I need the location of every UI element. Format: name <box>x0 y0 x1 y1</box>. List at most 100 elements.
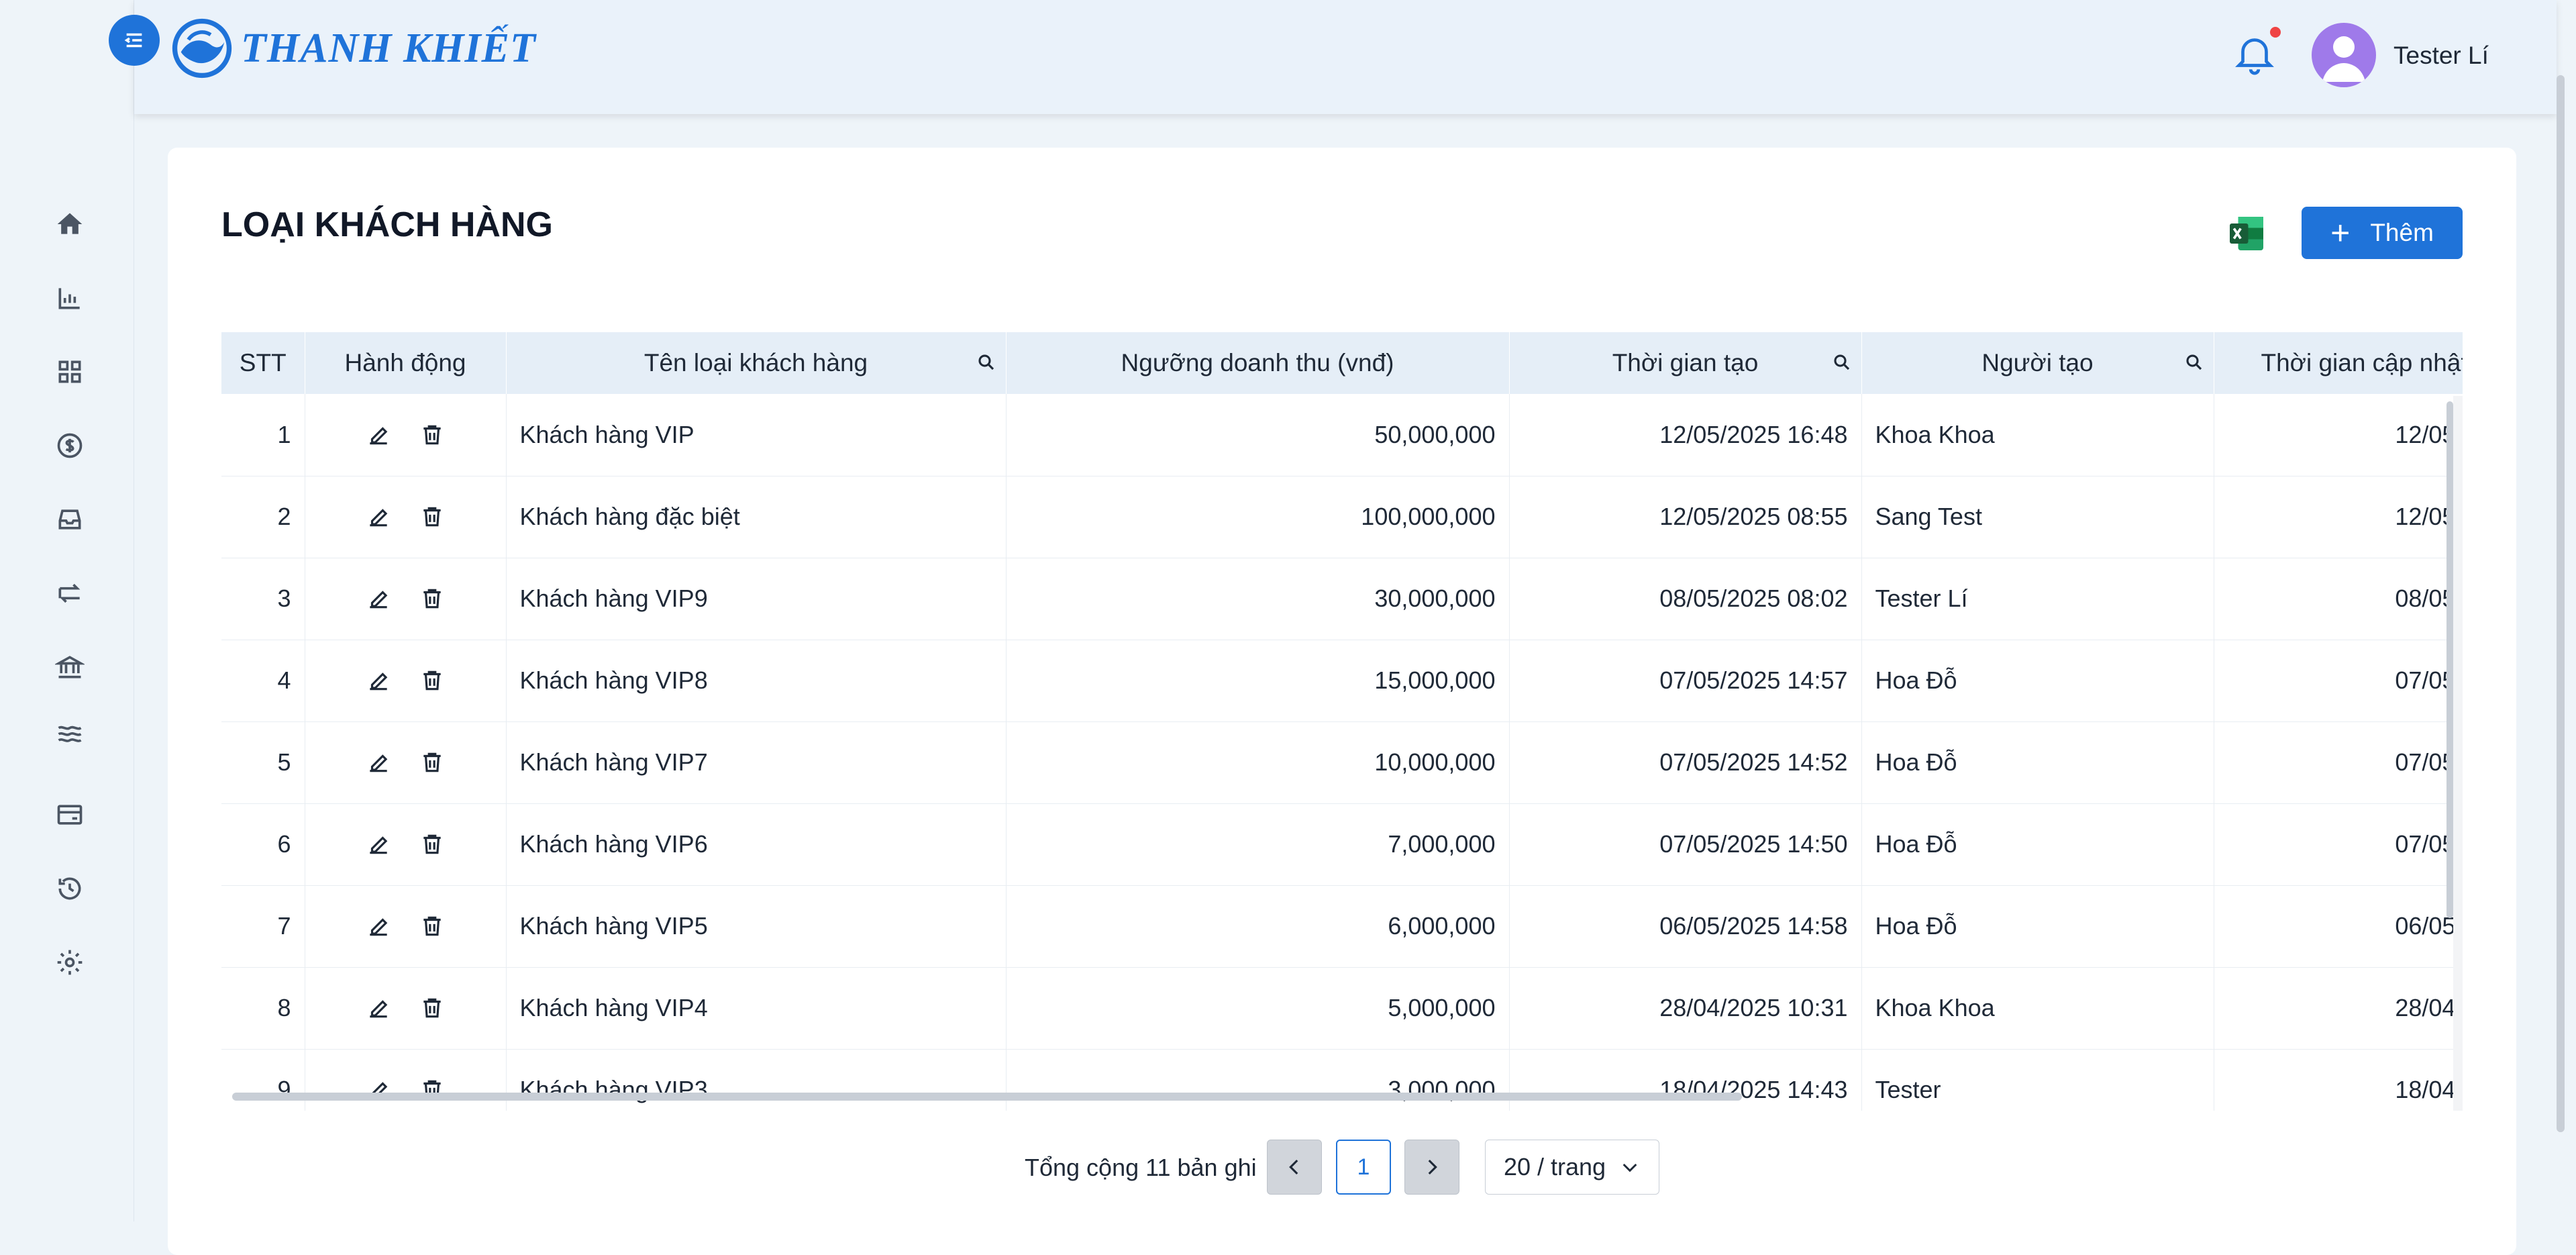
cell-creator: Hoa Đỗ <box>1861 640 2214 722</box>
cell-created-at: 08/05/2025 08:02 <box>1509 558 1862 640</box>
bank-icon[interactable] <box>51 648 89 686</box>
cell-threshold: 7,000,000 <box>1006 803 1510 886</box>
edit-icon[interactable] <box>366 504 391 530</box>
page-size-select[interactable]: 20 / trang <box>1485 1140 1659 1195</box>
cell-created-at: 07/05/2025 14:50 <box>1509 803 1862 886</box>
cell-creator: Sang Test <box>1861 476 2214 558</box>
page-size-label: 20 / trang <box>1503 1153 1606 1181</box>
history-icon[interactable] <box>51 870 89 907</box>
cell-threshold: 3,000,000 <box>1006 1049 1510 1111</box>
edit-icon[interactable] <box>366 913 391 939</box>
cell-stt: 9 <box>221 1049 305 1111</box>
avatar[interactable] <box>2312 23 2376 87</box>
edit-icon[interactable] <box>366 586 391 611</box>
add-button[interactable]: + Thêm <box>2302 207 2463 259</box>
cell-creator: Hoa Đỗ <box>1861 803 2214 886</box>
trash-icon[interactable] <box>419 832 445 857</box>
table-vertical-scrollbar[interactable] <box>2446 401 2453 918</box>
edit-icon[interactable] <box>366 422 391 448</box>
table-row[interactable]: 4 Khách hàng VIP8 15,000,000 07/05/2025 14:… <box>221 640 2463 722</box>
table-horizontal-scrollbar[interactable] <box>232 1093 1742 1101</box>
page-number-button[interactable]: 1 <box>1336 1140 1391 1195</box>
chevron-left-icon <box>1289 1159 1298 1175</box>
cell-threshold: 30,000,000 <box>1006 558 1510 640</box>
cell-actions <box>305 721 507 804</box>
table-row[interactable]: 6 Khách hàng VIP6 7,000,000 07/05/2025 14:5… <box>221 803 2463 886</box>
cell-actions <box>305 803 507 886</box>
edit-icon[interactable] <box>366 995 391 1021</box>
cell-creator: Hoa Đỗ <box>1861 721 2214 804</box>
card-icon[interactable] <box>51 796 89 834</box>
trash-icon[interactable] <box>419 913 445 939</box>
table-row[interactable]: 2 Khách hàng đặc biệt 100,000,000 12/05/202… <box>221 476 2463 558</box>
cell-updated-at: 08/05/2025 <box>2214 558 2463 640</box>
column-header-created-at: Thời gian tạo <box>1509 332 1862 394</box>
column-header-name: Tên loại khách hàng <box>506 332 1007 394</box>
cell-name: Khách hàng VIP9 <box>506 558 1007 640</box>
transfer-icon[interactable] <box>51 574 89 612</box>
prev-page-button[interactable] <box>1267 1140 1322 1195</box>
cell-actions <box>305 640 507 722</box>
table-header-row: STT Hành động Tên loại khách hàng Ngưỡng… <box>221 332 2463 394</box>
cell-threshold: 5,000,000 <box>1006 967 1510 1050</box>
excel-export-icon[interactable] <box>2226 213 2267 254</box>
edit-icon[interactable] <box>366 668 391 693</box>
brand-logo[interactable]: THANH KHIẾT <box>171 17 536 79</box>
waves-icon[interactable] <box>51 714 89 752</box>
notification-bell-icon[interactable] <box>2231 30 2278 77</box>
cell-stt: 3 <box>221 558 305 640</box>
trash-icon[interactable] <box>419 750 445 775</box>
search-icon[interactable] <box>2184 352 2204 372</box>
trash-icon[interactable] <box>419 422 445 448</box>
column-header-actions: Hành động <box>305 332 507 394</box>
cell-stt: 6 <box>221 803 305 886</box>
cell-updated-at: 12/05/2025 <box>2214 394 2463 476</box>
table-row[interactable]: 7 Khách hàng VIP5 6,000,000 06/05/2025 14:5… <box>221 885 2463 968</box>
cell-creator: Tester <box>1861 1049 2214 1111</box>
username[interactable]: Tester Lí <box>2393 42 2489 69</box>
inbox-icon[interactable] <box>51 501 89 538</box>
cell-actions <box>305 885 507 968</box>
column-header-stt: STT <box>221 332 305 394</box>
trash-icon[interactable] <box>419 586 445 611</box>
cell-stt: 5 <box>221 721 305 804</box>
table-row[interactable]: 8 Khách hàng VIP4 5,000,000 28/04/2025 10:3… <box>221 967 2463 1050</box>
trash-icon[interactable] <box>419 504 445 530</box>
table-row[interactable]: 1 Khách hàng VIP 50,000,000 12/05/2025 16:4… <box>221 394 2463 476</box>
settings-icon[interactable] <box>51 944 89 981</box>
cell-updated-at: 07/05/2025 <box>2214 721 2463 804</box>
home-icon[interactable] <box>51 205 89 243</box>
dollar-icon[interactable] <box>51 427 89 464</box>
page-scrollbar[interactable] <box>2557 75 2565 1132</box>
cell-stt: 2 <box>221 476 305 558</box>
cell-stt: 7 <box>221 885 305 968</box>
cell-updated-at: 28/04/2025 <box>2214 967 2463 1050</box>
next-page-button[interactable] <box>1404 1140 1459 1195</box>
cell-actions <box>305 394 507 476</box>
table-row[interactable]: 3 Khách hàng VIP9 30,000,000 08/05/2025 08:… <box>221 558 2463 640</box>
cell-updated-at: 12/05/2025 <box>2214 476 2463 558</box>
edit-icon[interactable] <box>366 750 391 775</box>
cell-stt: 8 <box>221 967 305 1050</box>
trash-icon[interactable] <box>419 668 445 693</box>
grid-icon[interactable] <box>51 353 89 391</box>
cell-created-at: 18/04/2025 14:43 <box>1509 1049 1862 1111</box>
menu-collapse-icon <box>124 33 142 48</box>
top-header <box>134 0 2557 114</box>
cell-name: Khách hàng VIP7 <box>506 721 1007 804</box>
edit-icon[interactable] <box>366 832 391 857</box>
search-icon[interactable] <box>1832 352 1852 372</box>
column-header-updated-at: Thời gian cập nhật <box>2214 332 2463 394</box>
cell-actions <box>305 558 507 640</box>
chart-icon[interactable] <box>51 279 89 317</box>
search-icon[interactable] <box>976 352 996 372</box>
table-row[interactable]: 5 Khách hàng VIP7 10,000,000 07/05/2025 14:… <box>221 721 2463 804</box>
customer-type-table: STT Hành động Tên loại khách hàng Ngưỡng… <box>221 332 2463 1111</box>
notification-badge <box>2270 27 2281 38</box>
cell-created-at: 28/04/2025 10:31 <box>1509 967 1862 1050</box>
table-row[interactable]: 9 Khách hàng VIP3 3,000,000 18/04/2025 14:4… <box>221 1049 2463 1111</box>
add-button-label: Thêm <box>2370 219 2434 246</box>
trash-icon[interactable] <box>419 995 445 1021</box>
cell-name: Khách hàng VIP4 <box>506 967 1007 1050</box>
menu-toggle-button[interactable] <box>109 15 160 66</box>
